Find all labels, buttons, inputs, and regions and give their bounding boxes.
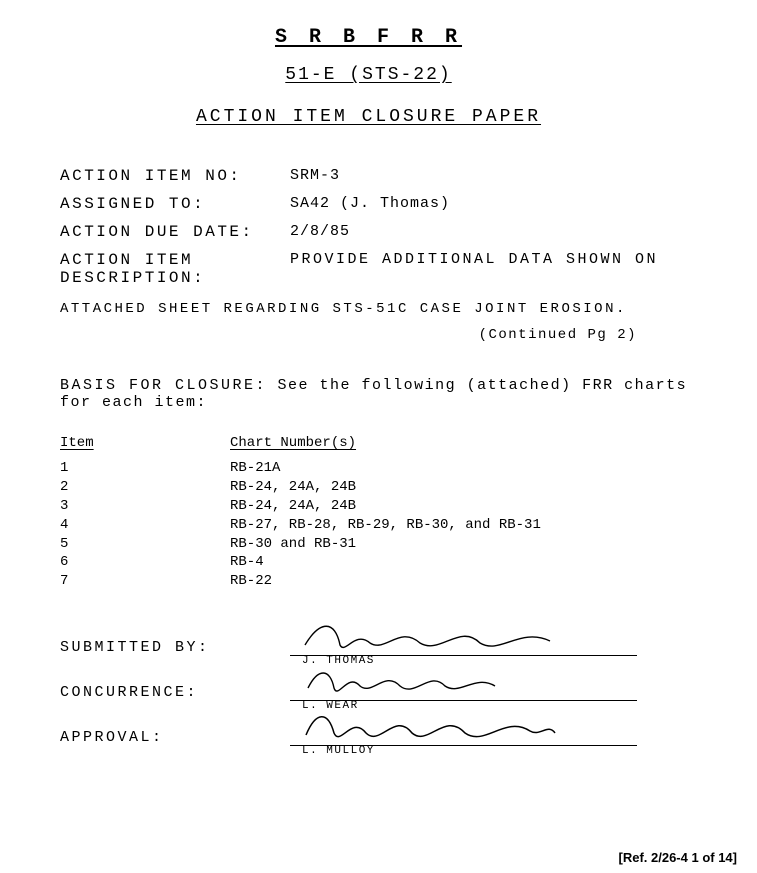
assigned-to-value: SA42 (J. Thomas)	[290, 195, 450, 213]
submitted-by-label: SUBMITTED BY:	[60, 639, 290, 656]
table-row: 1RB-21A	[60, 459, 717, 478]
field-description: ACTION ITEM DESCRIPTION: PROVIDE ADDITIO…	[60, 251, 717, 287]
chart-numbers: RB-27, RB-28, RB-29, RB-30, and RB-31	[230, 516, 717, 535]
signature-concurrence: CONCURRENCE: L. WEAR	[60, 672, 717, 701]
submitted-signature-line: J. THOMAS	[290, 627, 717, 656]
concurrence-name: L. WEAR	[302, 700, 359, 712]
concurrence-signature-line: L. WEAR	[290, 672, 717, 701]
approval-label: APPROVAL:	[60, 729, 290, 746]
reference-note: [Ref. 2/26-4 1 of 14]	[619, 850, 738, 865]
header-line-1: S R B F R R	[275, 26, 462, 49]
item-number: 5	[60, 535, 230, 554]
chart-table-header: Item Chart Number(s)	[60, 435, 717, 451]
header-line-3: ACTION ITEM CLOSURE PAPER	[196, 107, 541, 127]
submitted-name: J. THOMAS	[302, 655, 375, 667]
field-assigned-to: ASSIGNED TO: SA42 (J. Thomas)	[60, 195, 717, 213]
table-row: 2RB-24, 24A, 24B	[60, 478, 717, 497]
chart-numbers: RB-24, 24A, 24B	[230, 478, 717, 497]
table-row: 3RB-24, 24A, 24B	[60, 497, 717, 516]
signature-approval: APPROVAL: L. MULLOY	[60, 717, 717, 746]
chart-numbers: RB-4	[230, 553, 717, 572]
description-continued: ATTACHED SHEET REGARDING STS-51C CASE JO…	[60, 301, 717, 317]
chart-numbers: RB-21A	[230, 459, 717, 478]
concurrence-label: CONCURRENCE:	[60, 684, 290, 701]
document-page: S R B F R R 51-E (STS-22) ACTION ITEM CL…	[0, 0, 757, 873]
approval-name: L. MULLOY	[302, 745, 375, 757]
due-date-value: 2/8/85	[290, 223, 350, 241]
due-date-label: ACTION DUE DATE:	[60, 223, 290, 241]
table-row: 5RB-30 and RB-31	[60, 535, 717, 554]
field-action-item-no: ACTION ITEM NO: SRM-3	[60, 167, 717, 185]
continued-note: (Continued Pg 2)	[60, 327, 637, 343]
signature-scribble-icon	[300, 615, 560, 657]
header: S R B F R R 51-E (STS-22) ACTION ITEM CL…	[20, 20, 717, 157]
item-number: 2	[60, 478, 230, 497]
basis-for-closure: BASIS FOR CLOSURE: See the following (at…	[60, 377, 717, 411]
item-number: 3	[60, 497, 230, 516]
chart-numbers: RB-30 and RB-31	[230, 535, 717, 554]
col-charts-header: Chart Number(s)	[230, 435, 356, 451]
field-due-date: ACTION DUE DATE: 2/8/85	[60, 223, 717, 241]
signatures: SUBMITTED BY: J. THOMAS CONCURRENCE: L.	[60, 627, 717, 746]
item-number: 4	[60, 516, 230, 535]
table-row: 7RB-22	[60, 572, 717, 591]
col-item-header: Item	[60, 435, 230, 451]
item-number: 1	[60, 459, 230, 478]
item-number: 6	[60, 553, 230, 572]
header-line-2: 51-E (STS-22)	[285, 65, 451, 85]
basis-label: BASIS FOR CLOSURE:	[60, 377, 267, 394]
chart-table-body: 1RB-21A2RB-24, 24A, 24B3RB-24, 24A, 24B4…	[60, 459, 717, 591]
assigned-to-label: ASSIGNED TO:	[60, 195, 290, 213]
description-text: PROVIDE ADDITIONAL DATA SHOWN ON	[290, 251, 658, 287]
approval-signature-line: L. MULLOY	[290, 717, 717, 746]
description-label: ACTION ITEM DESCRIPTION:	[60, 251, 290, 287]
action-item-no-label: ACTION ITEM NO:	[60, 167, 290, 185]
action-item-no-value: SRM-3	[290, 167, 340, 185]
chart-numbers: RB-22	[230, 572, 717, 591]
table-row: 6RB-4	[60, 553, 717, 572]
table-row: 4RB-27, RB-28, RB-29, RB-30, and RB-31	[60, 516, 717, 535]
item-number: 7	[60, 572, 230, 591]
chart-numbers: RB-24, 24A, 24B	[230, 497, 717, 516]
signature-submitted: SUBMITTED BY: J. THOMAS	[60, 627, 717, 656]
